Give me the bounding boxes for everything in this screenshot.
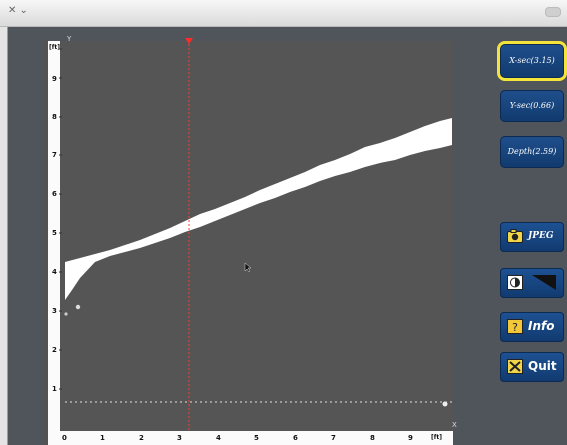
- x-section-button[interactable]: X-sec(3.15): [497, 41, 567, 81]
- y-section-button-label: Y-sec(0.66): [509, 101, 555, 110]
- quit-button[interactable]: Quit: [500, 352, 564, 382]
- x-tick-label: 4: [216, 434, 221, 442]
- cursor-marker: [185, 38, 193, 44]
- svg-text:?: ?: [512, 321, 518, 334]
- plot-area[interactable]: [60, 41, 453, 431]
- y-tick-label: 1: [52, 385, 57, 393]
- x-tick-label: 7: [331, 434, 336, 442]
- info-button-label: Info: [528, 319, 555, 333]
- x-section-button-label: X-sec(3.15): [509, 56, 555, 65]
- x-axis-label: X: [452, 421, 457, 429]
- y-tick-label: 7: [52, 151, 57, 159]
- depth-button-label: Depth(2.59): [507, 147, 557, 156]
- x-tick-label: 0: [62, 434, 67, 442]
- y-tick-label: 2: [52, 346, 57, 354]
- x-axis-bar: [48, 431, 453, 445]
- info-icon: ?: [507, 319, 523, 334]
- window-menu-icon[interactable]: ✕ ⌄: [8, 5, 28, 16]
- y-axis-bar: [48, 41, 60, 434]
- x-tick-label: 1: [100, 434, 105, 442]
- y-axis-label: Y: [67, 35, 72, 43]
- window-titlebar: ✕ ⌄: [0, 0, 567, 27]
- data-band: [65, 118, 452, 300]
- y-tick-label: 5: [52, 229, 57, 237]
- y-tick-label: 6: [52, 190, 57, 198]
- window-resize-control[interactable]: [545, 7, 561, 17]
- y-section-button[interactable]: Y-sec(0.66): [500, 90, 564, 122]
- x-tick-label: 5: [254, 434, 259, 442]
- camera-icon: [507, 229, 523, 243]
- display-mode-button[interactable]: [500, 268, 564, 298]
- jpeg-button-label: JPEG: [528, 231, 554, 241]
- x-tick-label: 3: [177, 434, 182, 442]
- x-tick-label: 9: [408, 434, 413, 442]
- y-tick-label: 8: [52, 113, 57, 121]
- save-jpeg-button[interactable]: JPEG: [500, 222, 564, 252]
- depth-button[interactable]: Depth(2.59): [500, 136, 564, 168]
- y-tick-label: 9: [52, 75, 57, 83]
- x-tick-label: 6: [293, 434, 298, 442]
- y-unit-label: [ft]: [49, 44, 60, 51]
- colormap-icon: [532, 275, 556, 290]
- x-tick-label: 8: [370, 434, 375, 442]
- contrast-icon: [507, 275, 523, 290]
- x-unit-label: [ft]: [431, 434, 442, 441]
- close-icon: [507, 359, 523, 374]
- x-tick-label: 2: [139, 434, 144, 442]
- y-tick-label: 3: [52, 307, 57, 315]
- info-button[interactable]: ? Info: [500, 312, 564, 342]
- mouse-pointer-icon: [244, 262, 252, 273]
- y-tick-label: 4: [52, 268, 57, 276]
- quit-button-label: Quit: [528, 359, 557, 373]
